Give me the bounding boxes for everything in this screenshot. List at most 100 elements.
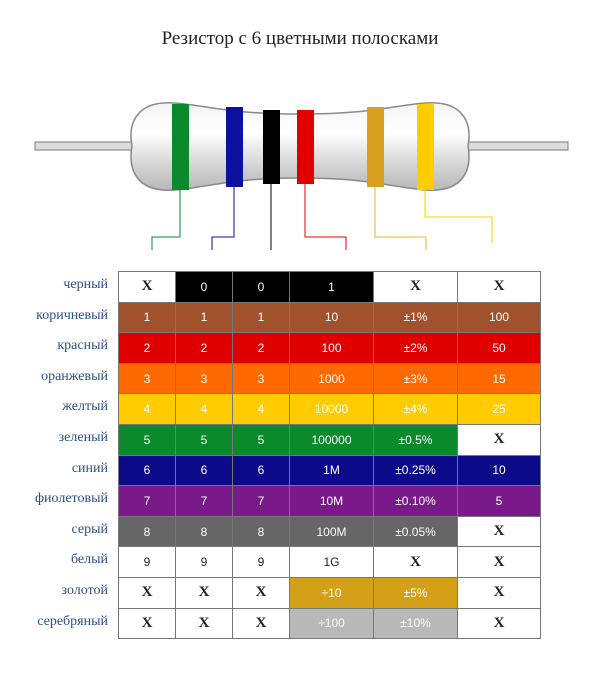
table-row: 1 1 1 10 ±1% 100 bbox=[118, 301, 541, 334]
code-cell: X bbox=[457, 515, 541, 548]
band-3 bbox=[263, 110, 280, 184]
code-cell: 1 bbox=[118, 301, 176, 334]
code-cell: X bbox=[175, 607, 233, 640]
color-label: черный bbox=[63, 277, 108, 292]
code-cell: 6 bbox=[175, 454, 233, 487]
code-cell: X bbox=[232, 607, 290, 640]
table-row: 9 9 9 1G X X bbox=[118, 546, 541, 578]
code-cell: X bbox=[457, 607, 541, 640]
code-cell: 100000 bbox=[289, 423, 374, 456]
code-cell: ±0.25% bbox=[373, 454, 458, 487]
code-cell: X bbox=[373, 271, 458, 303]
band-5 bbox=[367, 107, 384, 187]
color-label: белый bbox=[70, 552, 108, 568]
code-cell: 4 bbox=[232, 393, 290, 425]
code-cell: 10000 bbox=[289, 393, 374, 425]
code-cell: 8 bbox=[118, 515, 176, 548]
code-cell: 8 bbox=[232, 515, 290, 548]
table-row: X X X ÷100 ±10% X bbox=[118, 607, 541, 640]
band-1 bbox=[172, 104, 189, 190]
color-labels: черный коричневый красный оранжевый желтый зе… bbox=[0, 271, 108, 638]
code-cell: 9 bbox=[118, 546, 176, 578]
code-cell: X bbox=[118, 576, 176, 609]
code-cell: 5 bbox=[118, 423, 176, 456]
code-cell: 4 bbox=[118, 393, 176, 425]
band-2 bbox=[226, 107, 243, 187]
code-cell: X bbox=[457, 546, 541, 578]
code-cell: 100 bbox=[289, 332, 374, 364]
code-cell: 10 bbox=[457, 454, 541, 487]
code-cell: X bbox=[457, 576, 541, 609]
code-cell: 6 bbox=[118, 454, 176, 487]
code-cell: 3 bbox=[175, 362, 233, 395]
color-label: серый bbox=[71, 521, 109, 537]
code-cell: 5 bbox=[175, 423, 233, 456]
code-cell: ±0.5% bbox=[373, 423, 458, 456]
resistor-illustration bbox=[34, 102, 569, 250]
code-cell: 1000 bbox=[289, 362, 374, 395]
code-cell: X bbox=[175, 576, 233, 609]
code-cell: 5 bbox=[457, 485, 541, 517]
code-cell: ±10% bbox=[373, 607, 458, 640]
code-cell: 6 bbox=[232, 454, 290, 487]
code-cell: 1G bbox=[289, 546, 374, 578]
leader-line-2 bbox=[211, 187, 235, 250]
code-cell: 4 bbox=[175, 393, 233, 425]
code-cell: 7 bbox=[118, 485, 176, 517]
table-row: 3 3 3 1000 ±3% 15 bbox=[118, 362, 541, 395]
table-row: 7 7 7 10M ±0.10% 5 bbox=[118, 485, 541, 517]
right-lead-wire bbox=[459, 141, 569, 151]
color-label: золотой bbox=[61, 582, 109, 598]
code-cell: 1 bbox=[232, 301, 290, 334]
code-cell: 15 bbox=[457, 362, 541, 395]
code-cell: ±0.05% bbox=[373, 515, 458, 548]
leader-line-5 bbox=[374, 187, 427, 250]
code-cell: 5 bbox=[232, 423, 290, 456]
color-label: фиолетовый bbox=[34, 491, 108, 507]
table-row: 2 2 2 100 ±2% 50 bbox=[118, 332, 541, 364]
code-cell: 7 bbox=[175, 485, 233, 517]
leader-line-1 bbox=[151, 190, 181, 250]
leader-line-4 bbox=[304, 184, 347, 250]
code-cell: 100 bbox=[457, 301, 541, 334]
band-4 bbox=[297, 110, 314, 184]
code-cell: 100M bbox=[289, 515, 374, 548]
code-cell: ±5% bbox=[373, 576, 458, 609]
color-label: желтый bbox=[62, 399, 108, 415]
code-cell: 2 bbox=[118, 332, 176, 364]
code-cell: X bbox=[457, 271, 541, 303]
color-label: серебряный bbox=[37, 613, 108, 629]
code-cell: 10 bbox=[289, 301, 374, 334]
code-cell: ±0.10% bbox=[373, 485, 458, 517]
code-cell: ±2% bbox=[373, 332, 458, 364]
code-cell: X bbox=[118, 607, 176, 640]
code-cell: 10M bbox=[289, 485, 374, 517]
code-cell: ÷10 bbox=[289, 576, 374, 609]
code-cell: 2 bbox=[232, 332, 290, 364]
code-cell: 1 bbox=[289, 271, 374, 303]
table-row: 4 4 4 10000 ±4% 25 bbox=[118, 393, 541, 425]
table-row: 8 8 8 100M ±0.05% X bbox=[118, 515, 541, 548]
color-code-table: X 0 0 1 X X 1 1 1 10 ±1% 100 2 2 2 100 ±2% 50 3 3 3 1000 ±3% 15… bbox=[118, 271, 541, 640]
code-cell: 9 bbox=[232, 546, 290, 578]
code-cell: X bbox=[457, 423, 541, 456]
code-cell: X bbox=[373, 546, 458, 578]
table-row: 5 5 5 100000 ±0.5% X bbox=[118, 423, 541, 456]
code-cell: 3 bbox=[118, 362, 176, 395]
color-label: оранжевый bbox=[41, 368, 108, 384]
code-cell: 3 bbox=[232, 362, 290, 395]
table-row: 6 6 6 1M ±0.25% 10 bbox=[118, 454, 541, 487]
color-label: зеленый bbox=[58, 429, 108, 445]
code-cell: 25 bbox=[457, 393, 541, 425]
color-label: синий bbox=[71, 460, 108, 476]
code-cell: 1 bbox=[175, 301, 233, 334]
color-code-rows: X 0 0 1 X X 1 1 1 10 ±1% 100 2 2 2 100 ±2% 50 3 3 3 1000 ±3% 15… bbox=[118, 271, 541, 640]
code-cell: 0 bbox=[232, 271, 290, 303]
code-cell: 1M bbox=[289, 454, 374, 487]
color-label: коричневый bbox=[36, 307, 108, 323]
diagram-title: Резистор с 6 цветными полосками bbox=[161, 28, 439, 49]
color-label: красный bbox=[57, 338, 108, 354]
left-lead-wire bbox=[34, 141, 141, 151]
leader-line-6 bbox=[424, 190, 493, 243]
